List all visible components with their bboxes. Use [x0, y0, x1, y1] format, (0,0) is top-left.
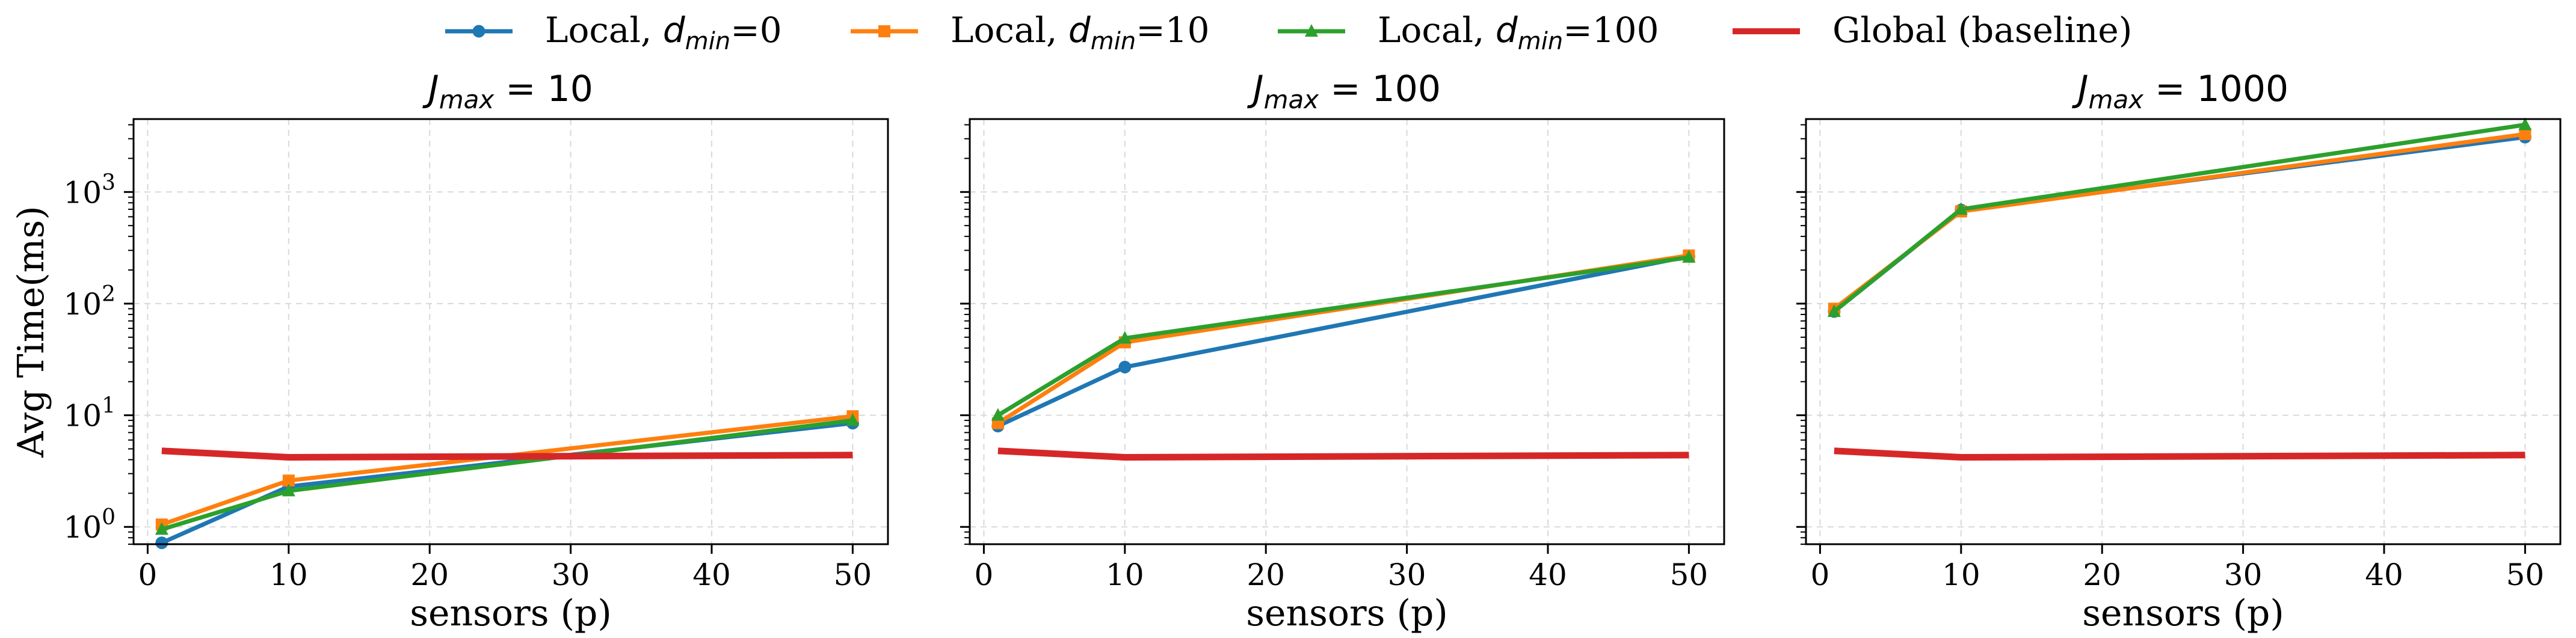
baseline-line [997, 447, 1689, 461]
data-point [2518, 117, 2532, 130]
x-tick-label: 30 [552, 557, 590, 592]
legend-label: Local, dmin=10 [951, 10, 1210, 55]
plot-frame [132, 118, 889, 545]
series-line [161, 421, 853, 545]
x-axis-label: sensors (p) [1246, 592, 1448, 634]
y-tick-label: 100 [63, 505, 116, 545]
data-point [2519, 128, 2531, 141]
data-series [155, 410, 859, 531]
data-point [155, 536, 168, 550]
x-tick-label: 30 [1388, 557, 1426, 592]
x-tick-label: 40 [1529, 557, 1567, 592]
series-line [996, 253, 1689, 425]
data-series [155, 417, 859, 550]
data-point [1827, 304, 1841, 317]
x-tick-label: 50 [2506, 557, 2545, 592]
x-tick-label: 40 [2365, 557, 2403, 592]
x-tick-label: 10 [270, 557, 308, 592]
legend-label: Global (baseline) [1832, 10, 2132, 51]
x-tick-label: 50 [834, 557, 872, 592]
chart-panel: 0 10 20 30 40 50 100 101 102 103 Jmax = 10 sensors … [10, 68, 889, 634]
baseline-line [161, 447, 853, 461]
x-axis-label: sensors (p) [410, 592, 612, 634]
legend-item: Local, dmin=0 [445, 10, 782, 55]
data-series [1834, 447, 2525, 461]
y-tick-label: 101 [63, 394, 116, 434]
series-line [1832, 123, 2525, 313]
data-series [1827, 117, 2532, 317]
data-point [1118, 360, 1132, 373]
data-point [1954, 202, 1968, 215]
y-tick-label: 103 [63, 170, 116, 210]
panel-title: Jmax = 100 [1247, 68, 1441, 114]
panel-title: Jmax = 1000 [2072, 68, 2288, 114]
data-point [155, 522, 168, 535]
series-line [1832, 135, 2525, 313]
series-line [997, 255, 1689, 417]
series-line [997, 254, 1690, 428]
baseline-line [1834, 447, 2525, 461]
legend: Local, dmin=0 Local, dmin=10 Local, dmin=1… [445, 10, 2132, 55]
data-point [1118, 331, 1132, 344]
data-series [161, 447, 853, 461]
x-tick-label: 0 [1811, 557, 1830, 592]
legend-item: Local, dmin=100 [1278, 10, 1659, 55]
data-series [991, 250, 1696, 421]
legend-marker [472, 25, 485, 38]
data-point [282, 483, 295, 497]
x-tick-label: 30 [2224, 557, 2263, 592]
data-series [155, 413, 860, 535]
plot-frame [969, 118, 1725, 545]
y-tick-label: 102 [63, 282, 116, 322]
legend-marker [878, 25, 890, 37]
x-tick-label: 20 [2083, 557, 2121, 592]
series-line [1832, 132, 2525, 311]
chart-panel: 0 10 20 30 40 50 Jmax = 100 sensors (p) [960, 68, 1725, 634]
data-series [1828, 128, 2531, 315]
legend-label: Local, dmin=100 [1378, 10, 1659, 55]
chart-panel: 0 10 20 30 40 50 Jmax = 1000 sensors (p) [1796, 68, 2562, 634]
x-tick-label: 10 [1942, 557, 1980, 592]
plot-frame [1805, 118, 2562, 545]
x-tick-label: 20 [410, 557, 449, 592]
data-point [282, 474, 295, 487]
data-point [846, 413, 860, 426]
x-tick-label: 0 [138, 557, 158, 592]
x-axis-label: sensors (p) [2082, 592, 2284, 634]
data-series [997, 447, 1689, 461]
legend-label: Local, dmin=0 [545, 10, 782, 55]
x-tick-label: 10 [1106, 557, 1144, 592]
legend-item: Global (baseline) [1733, 10, 2132, 51]
legend-marker [1305, 24, 1318, 37]
data-point [991, 408, 1005, 421]
x-tick-label: 50 [1670, 557, 1709, 592]
data-point [1682, 250, 1696, 263]
data-series [991, 250, 1695, 433]
legend-item: Local, dmin=10 [851, 10, 1210, 55]
y-axis-label: Avg Time(ms) [10, 206, 52, 458]
panel-title: Jmax = 10 [422, 68, 593, 114]
x-tick-label: 0 [975, 557, 994, 592]
x-tick-label: 20 [1246, 557, 1285, 592]
x-tick-label: 40 [692, 557, 731, 592]
data-series [1828, 130, 2531, 318]
